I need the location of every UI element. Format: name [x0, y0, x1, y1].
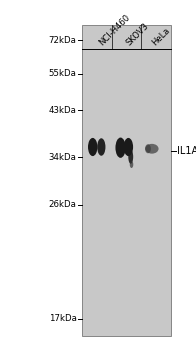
Ellipse shape — [130, 161, 133, 168]
Text: NCI-H460: NCI-H460 — [97, 13, 132, 47]
Text: 55kDa: 55kDa — [49, 69, 76, 78]
Text: HeLa: HeLa — [150, 26, 172, 47]
Ellipse shape — [97, 138, 105, 156]
Ellipse shape — [128, 150, 133, 164]
Text: 72kDa: 72kDa — [49, 36, 76, 45]
Ellipse shape — [145, 144, 151, 153]
Text: 43kDa: 43kDa — [49, 106, 76, 115]
Ellipse shape — [88, 138, 97, 156]
Text: 17kDa: 17kDa — [49, 314, 76, 323]
Text: SKOV3: SKOV3 — [124, 21, 151, 47]
Ellipse shape — [115, 138, 126, 158]
Text: 34kDa: 34kDa — [49, 153, 76, 162]
Text: IL1A: IL1A — [177, 146, 196, 155]
Bar — [82, 25, 171, 336]
Ellipse shape — [124, 138, 133, 156]
Ellipse shape — [145, 144, 159, 154]
Text: 26kDa: 26kDa — [49, 200, 76, 209]
